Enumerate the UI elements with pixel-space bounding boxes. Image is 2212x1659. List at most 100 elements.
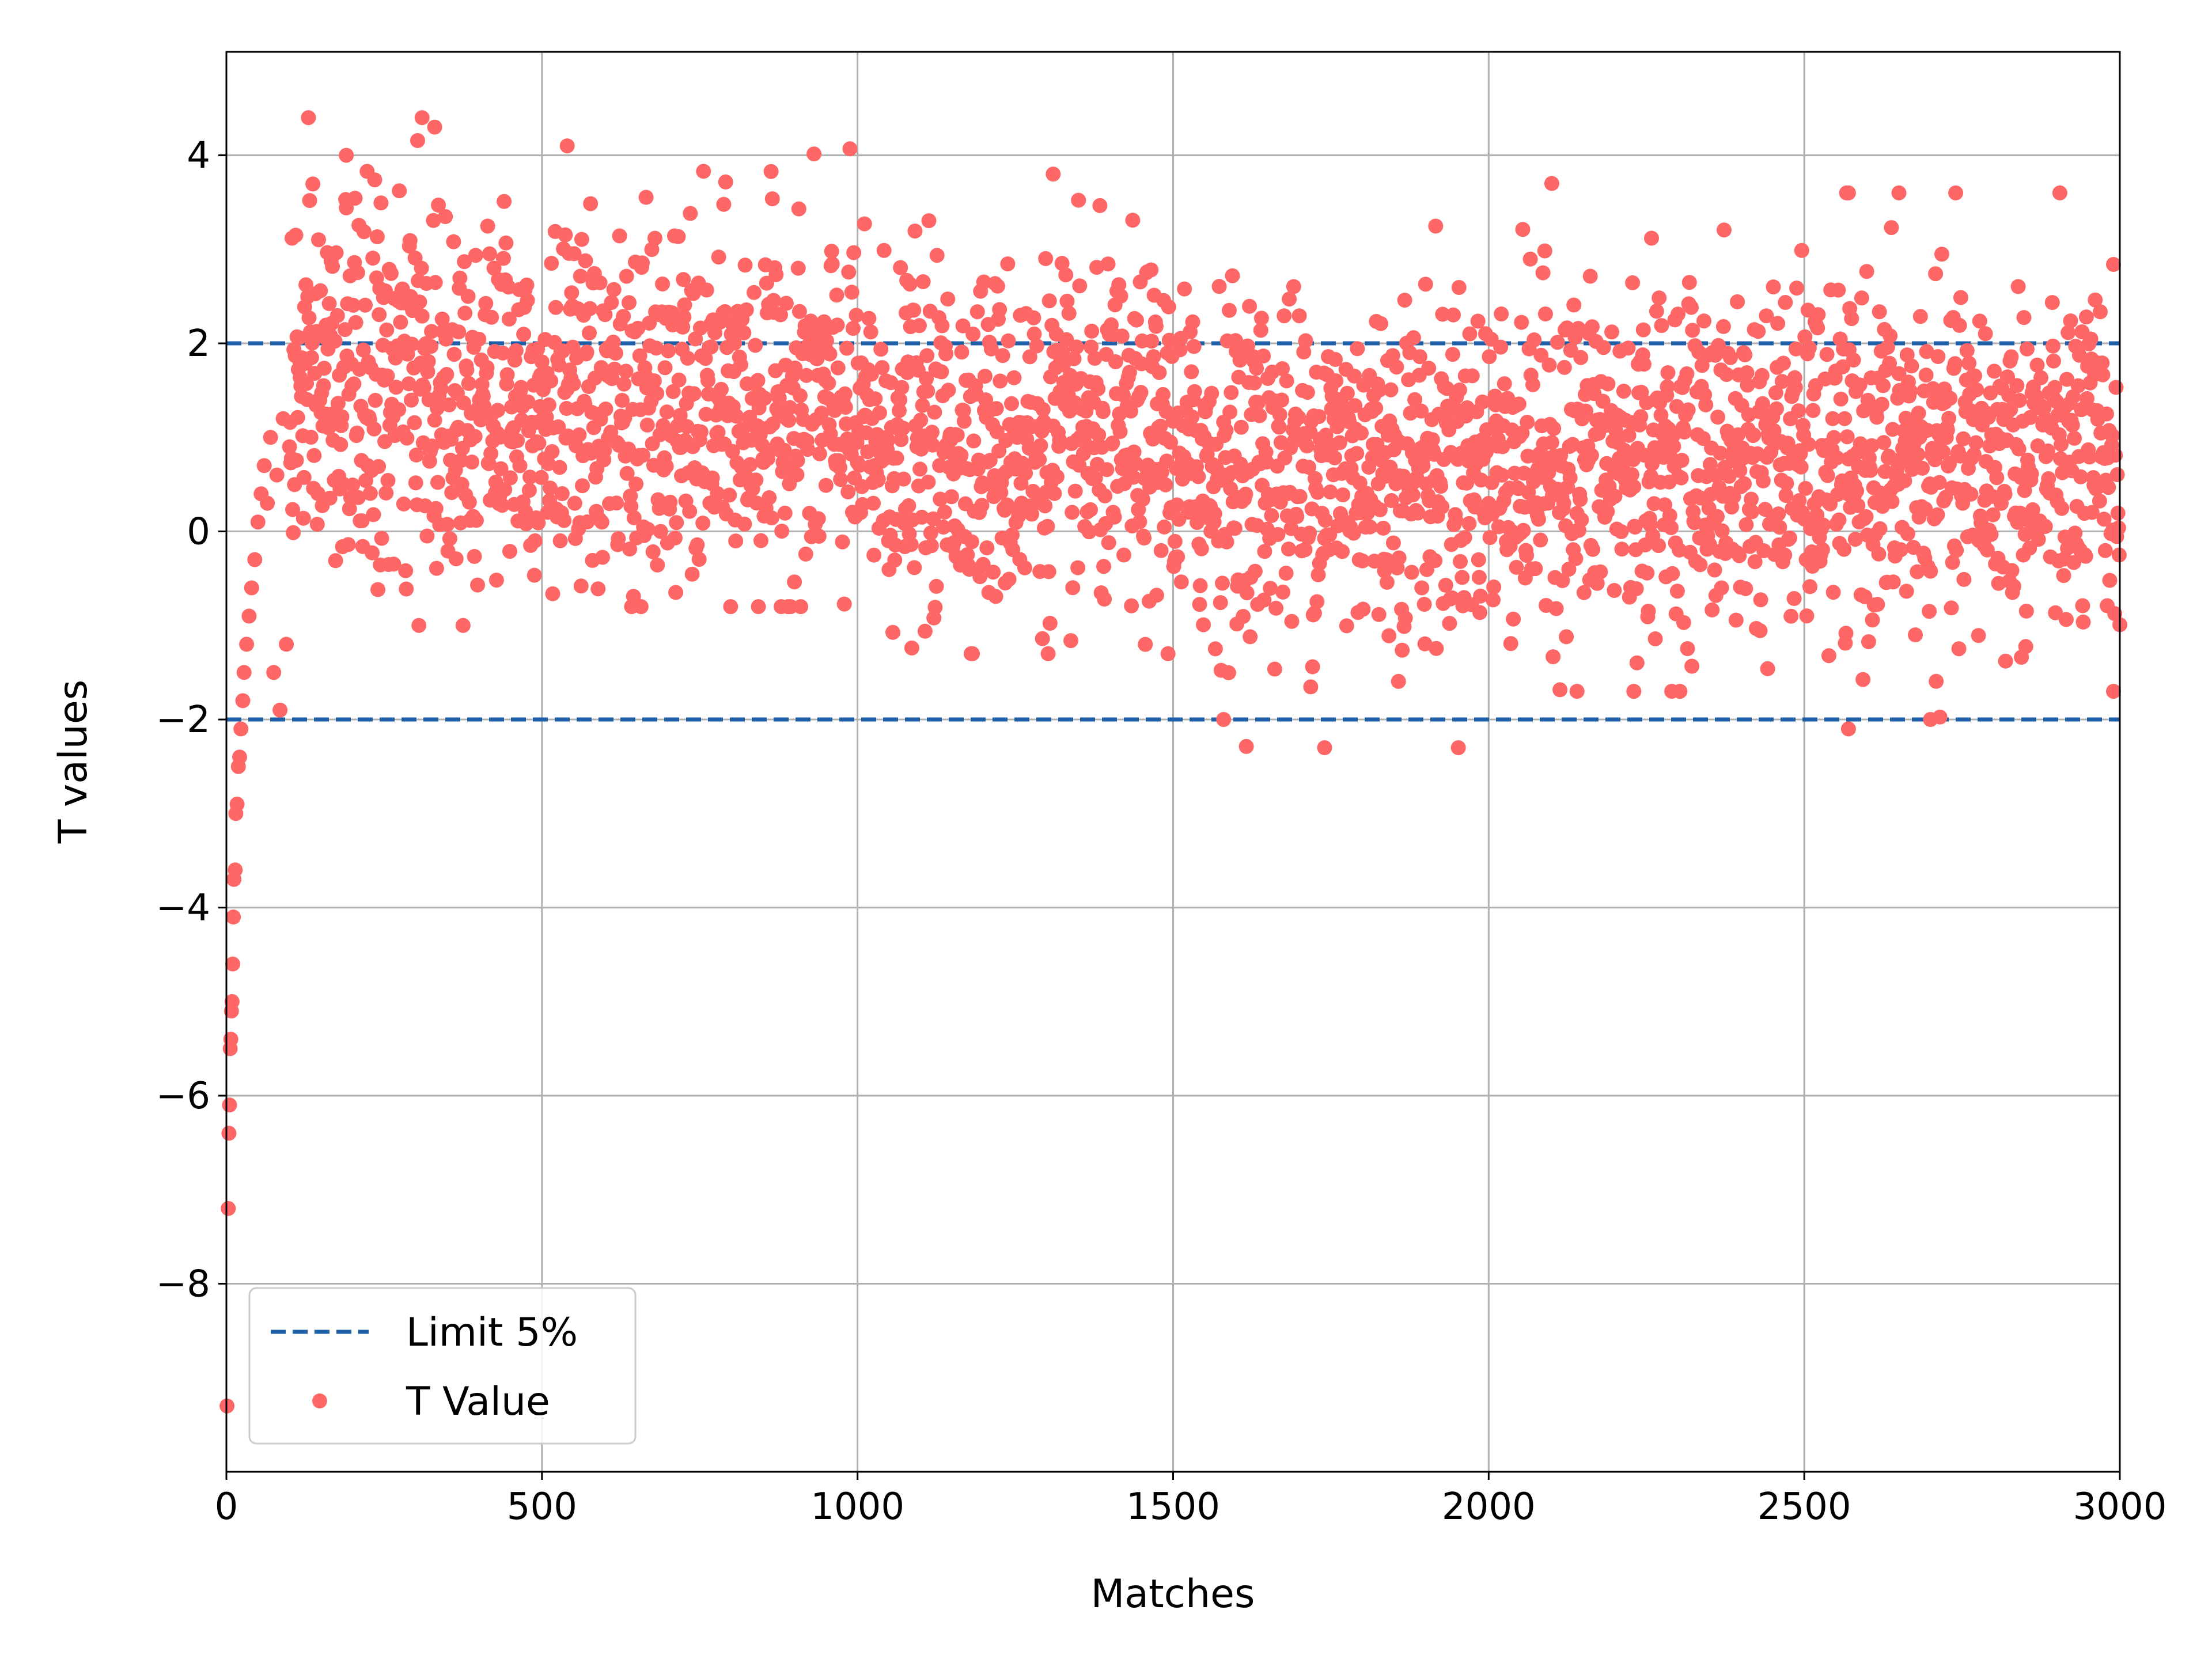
scatter-point [1556,495,1571,511]
scatter-point [787,574,802,590]
scatter-point [623,498,639,514]
scatter-point [279,637,294,652]
scatter-point [444,485,460,501]
scatter-point [1332,435,1347,450]
scatter-point [790,260,806,276]
scatter-point [810,511,826,527]
scatter-point [1702,457,1718,472]
scatter-point [1880,339,1895,355]
scatter-point [978,369,993,384]
scatter-point [889,450,904,466]
scatter-point [616,309,631,324]
scatter-point [1728,612,1744,628]
scatter-point [1327,450,1342,465]
scatter-point [915,274,931,289]
scatter-point [622,295,637,310]
scatter-point [727,335,742,351]
scatter-point [582,301,598,316]
scatter-point [1930,507,1945,522]
scatter-point [291,330,306,346]
scatter-point [906,302,922,318]
scatter-point [1296,344,1312,359]
scatter-point [1088,471,1103,486]
scatter-point [451,324,467,340]
scatter-point [1506,611,1521,627]
scatter-point [662,494,678,510]
scatter-point [1278,566,1294,581]
scatter-point [365,251,381,266]
scatter-point [1723,350,1738,365]
scatter-point [2036,400,2052,415]
scatter-point [1462,326,1478,342]
scatter-point [1108,354,1123,369]
scatter-point [340,537,356,552]
scatter-point [1046,166,1061,182]
scatter-point [1040,646,1056,661]
scatter-point [316,361,332,376]
scatter-point [391,402,407,417]
scatter-point [1738,517,1754,532]
scatter-point [1310,567,1326,582]
scatter-point [1815,542,1830,558]
scatter-point [1669,584,1685,599]
scatter-point [955,318,971,334]
scatter-point [229,797,245,812]
scatter-point [777,505,793,521]
scatter-point [1161,299,1176,315]
scatter-point [1744,504,1760,520]
scatter-point [1143,262,1159,278]
scatter-point [1884,220,1899,236]
scatter-point [1870,597,1885,612]
scatter-point [1936,444,1951,460]
scatter-point [1626,684,1642,699]
scatter-point [661,343,676,359]
scatter-point [301,310,317,325]
scatter-point [1893,542,1908,558]
scatter-point [1471,552,1486,567]
scatter-point [1186,339,1202,354]
scatter-point [1665,428,1681,444]
scatter-point [441,397,457,412]
scatter-point [2009,378,2025,393]
scatter-point [241,608,257,624]
scatter-point [1662,508,1677,523]
scatter-point [433,381,449,397]
scatter-point [920,383,935,399]
scatter-point [408,475,423,491]
scatter-point [1778,488,1794,503]
scatter-point [1434,499,1450,514]
scatter-point [1279,373,1294,389]
scatter-point [1821,648,1836,664]
scatter-point [757,391,772,406]
scatter-point [1042,616,1058,631]
scatter-point [566,376,581,392]
scatter-point [1810,320,1825,336]
scatter-point [2045,338,2061,354]
scatter-point [1874,396,1889,412]
scatter-point [440,517,455,532]
scatter-point [495,345,510,361]
scatter-point [1126,469,1141,485]
scatter-point [1801,340,1817,355]
scatter-point [1451,280,1467,295]
scatter-point [655,276,671,291]
scatter-point [1001,571,1017,587]
scatter-point [350,265,365,281]
scatter-point [371,459,387,474]
x-axis-label: Matches [1091,1571,1255,1617]
scatter-point [1089,260,1104,275]
scatter-point [338,322,353,338]
scatter-point [747,285,762,300]
scatter-point [1221,665,1236,680]
scatter-point [392,183,407,199]
scatter-point [1931,475,1947,490]
scatter-point [434,311,450,327]
scatter-point [416,380,431,395]
scatter-point [1897,473,1912,488]
scatter-point [1472,605,1487,620]
scatter-point [743,457,758,472]
scatter-point [1335,487,1351,503]
scatter-point [1317,513,1333,528]
scatter-point [974,498,990,513]
